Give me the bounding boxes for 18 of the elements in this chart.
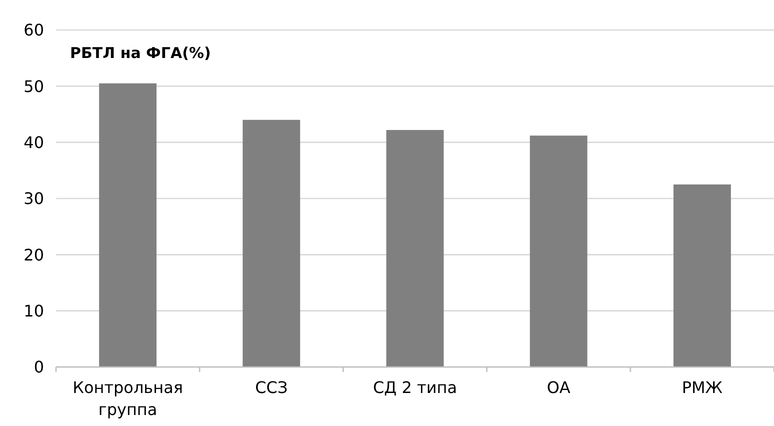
y-tick-label: 40 (24, 132, 44, 152)
text: РБТЛ на ФГА(%) (70, 44, 211, 62)
y-tick-label: 60 (24, 20, 44, 40)
bar (242, 120, 300, 367)
x-tick-label: ССЗ (255, 378, 288, 397)
x-tick-label: СД 2 типа (372, 378, 458, 397)
bar (386, 130, 444, 367)
y-tick-label: 50 (24, 76, 44, 96)
y-tick-label: 0 (34, 358, 44, 377)
y-tick-label: 20 (24, 245, 44, 264)
y-tick-label: 10 (24, 301, 44, 320)
bar (673, 184, 731, 367)
bar (99, 83, 157, 367)
y-tick-label: 30 (24, 189, 44, 208)
bar (530, 136, 588, 367)
x-tick-label: РМЖ (682, 378, 723, 397)
x-tick-label: ОА (546, 378, 570, 397)
x-tick-label: Контрольная группа (72, 378, 184, 419)
